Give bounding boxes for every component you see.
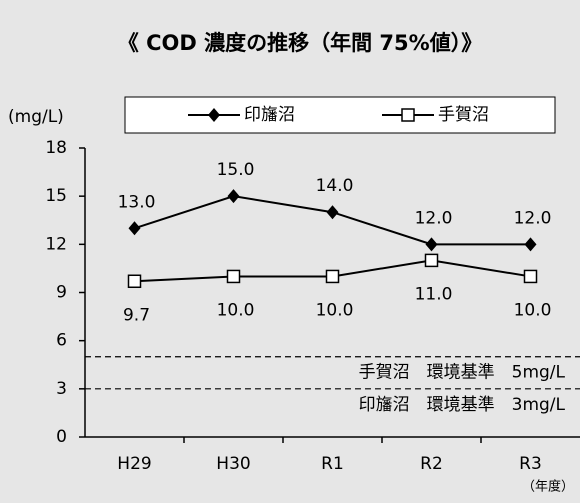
x-axis-label: （年度） [522,479,574,495]
data-point [226,269,241,284]
y-tick-label: 12 [45,234,67,254]
data-label: 12.0 [514,208,552,228]
y-axis-label: (mg/L) [8,107,64,127]
data-point [523,269,538,284]
x-tick-label: R1 [321,454,344,474]
data-label: 15.0 [217,160,255,180]
data-label: 12.0 [415,208,453,228]
y-tick-label: 18 [45,138,67,158]
data-point [128,221,141,236]
data-label: 9.7 [123,305,150,325]
data-point [325,269,340,284]
legend-label: 印旛沼 [244,105,295,125]
data-point [127,274,142,289]
y-tick-label: 9 [56,283,67,303]
reference-label: 手賀沼 環境基準 5mg/L [359,363,566,383]
x-tick-label: R2 [420,454,443,474]
data-point [524,237,537,252]
data-label: 10.0 [217,300,255,320]
legend-marker [208,108,220,122]
data-label: 10.0 [316,300,354,320]
legend-marker [401,108,415,122]
x-tick-label: H30 [216,454,250,474]
x-tick-label: R3 [519,454,542,474]
y-tick-label: 15 [45,186,67,206]
y-tick-label: 0 [56,427,67,447]
y-tick-label: 6 [56,331,67,351]
y-tick-label: 3 [56,379,67,399]
data-point [424,253,439,268]
data-label: 14.0 [316,176,354,196]
chart-title: 《 COD 濃度の推移（年間 75%値）》 [118,31,482,55]
legend-label: 手賀沼 [438,105,489,125]
data-label: 10.0 [514,300,552,320]
data-point [326,205,339,220]
data-point [227,189,240,204]
reference-label: 印旛沼 環境基準 3mg/L [359,395,566,415]
data-label: 11.0 [415,284,453,304]
data-point [425,237,438,252]
data-label: 13.0 [118,192,156,212]
x-tick-label: H29 [117,454,151,474]
